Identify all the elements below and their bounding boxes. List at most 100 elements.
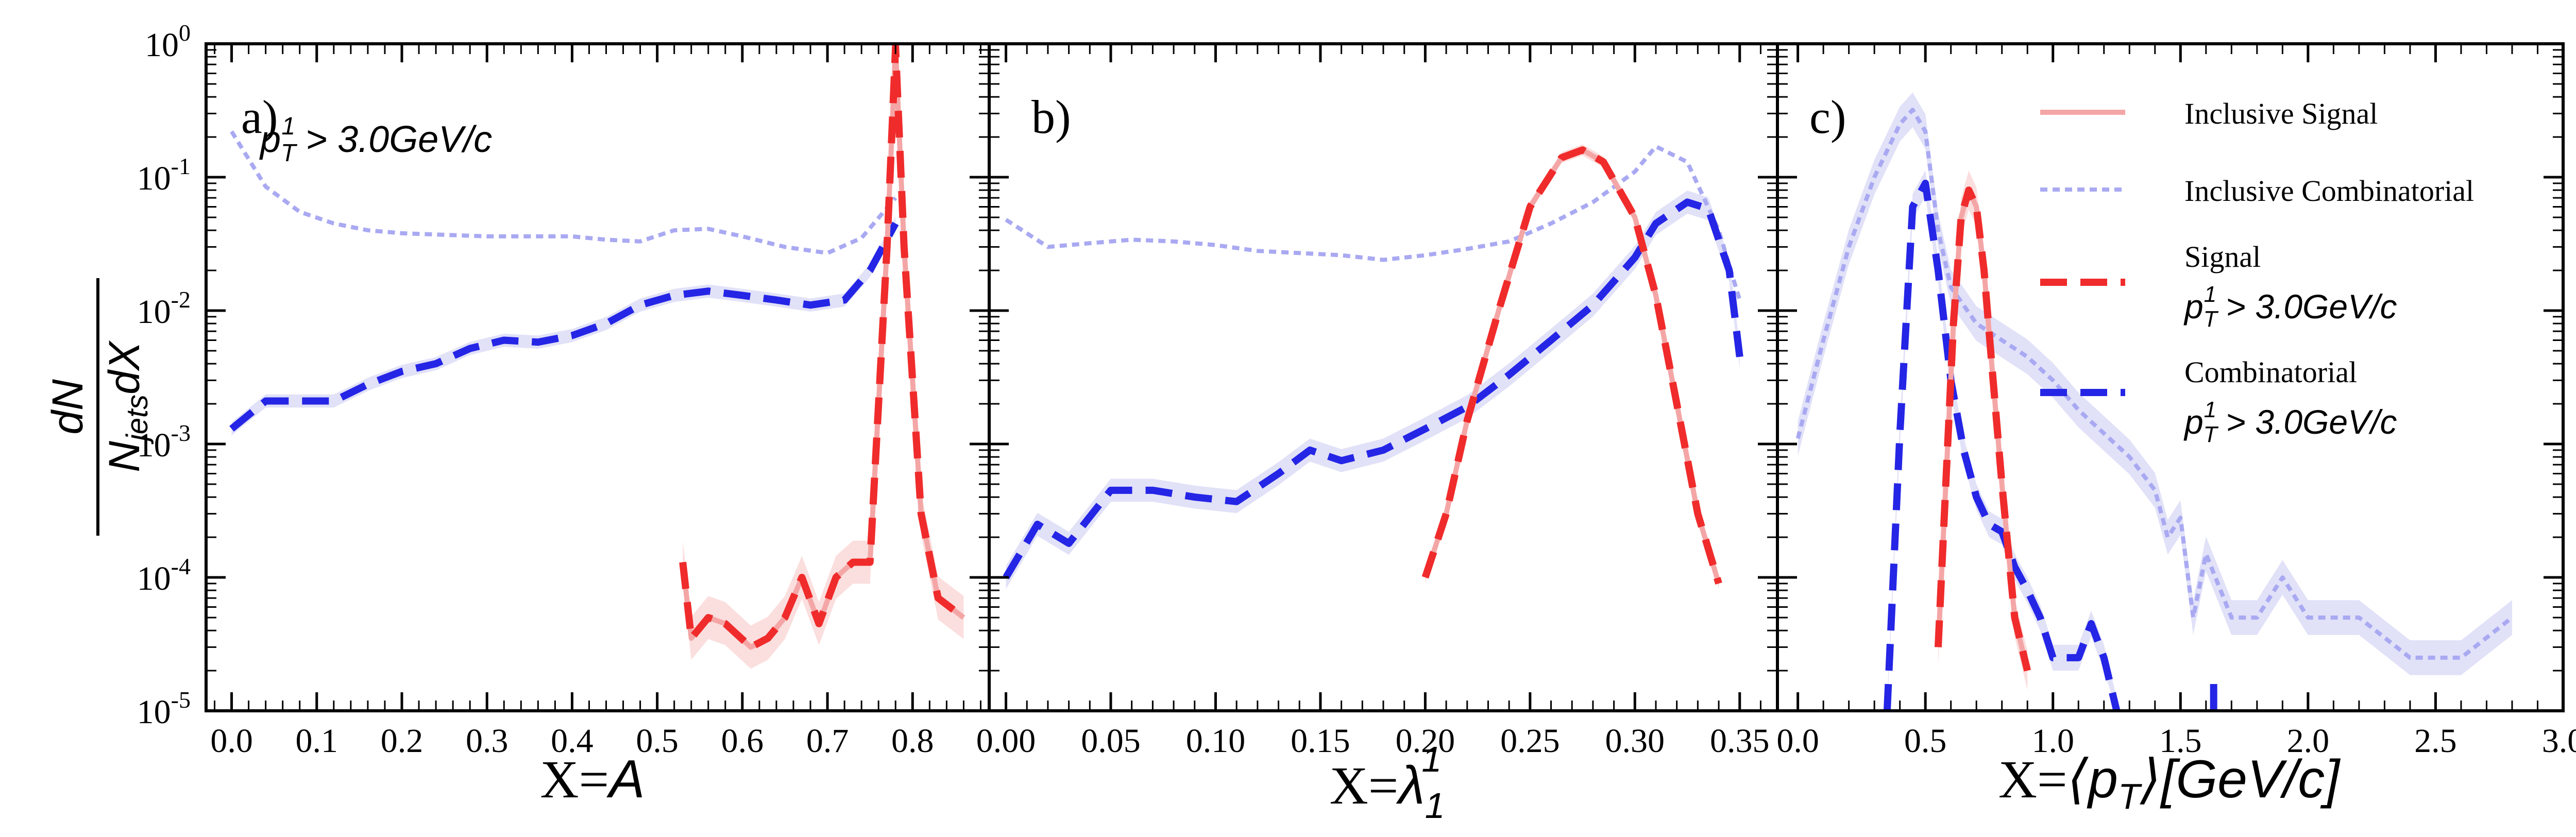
x-tick-label: 0.3 xyxy=(466,722,509,760)
panel-label-b: b) xyxy=(1031,91,1071,143)
x-tick-label: 0.25 xyxy=(1500,722,1560,760)
series-line-combinatorial xyxy=(229,221,899,432)
x-tick-label: 0.15 xyxy=(1291,722,1350,760)
legend-signal-cut-sup: 1 xyxy=(2204,282,2216,307)
band-combinatorial xyxy=(1887,170,2117,711)
series-line-combinatorial xyxy=(1883,179,2121,711)
legend-label-combinatorial-cut: pT1 > 3.0GeV/c xyxy=(2183,397,2397,447)
x-tick-label: 0.0 xyxy=(210,722,253,760)
plot-area xyxy=(1795,92,2514,711)
x-tick-label: 0.05 xyxy=(1081,722,1141,760)
panel-a: 0.0 0.1 0.2 0.3 0.4 0.5 0.6 0.7 0.810-510-410-31… xyxy=(137,20,991,760)
x-tick-label: 0.8 xyxy=(891,722,934,760)
series-line-inclusive_signal xyxy=(680,44,965,650)
x-label-c-sub: T xyxy=(2118,776,2142,816)
legend-signal-cut-p: p xyxy=(2183,287,2204,326)
x-tick-label: 0.1 xyxy=(296,722,338,760)
x-label-c: X=⟨pT⟩[GeV/c] xyxy=(1998,749,2341,816)
series-line-signal xyxy=(1421,146,1722,585)
y-label-denominator: NjetsdX xyxy=(100,340,154,472)
band-combinatorial xyxy=(1006,191,1740,589)
annotation-sup: 1 xyxy=(281,113,295,140)
x-label-c-var: ⟨p xyxy=(2067,749,2118,809)
x-label-a: X=A xyxy=(540,749,645,809)
series-line-combinatorial xyxy=(1003,198,1743,579)
y-label-numerator: dN xyxy=(43,379,92,435)
annotation-p: p xyxy=(259,119,281,160)
annotation-sub: T xyxy=(281,140,298,167)
series-line-inclusive_combinatorial xyxy=(1005,144,1742,301)
x-tick-label: 2.0 xyxy=(2287,722,2330,760)
x-tick-label: 1.0 xyxy=(2031,722,2074,760)
y-label-denominator-sub: jets xyxy=(121,395,154,445)
legend: Inclusive Signal Inclusive Combinatorial… xyxy=(2040,97,2474,447)
x-tick-label: 0.7 xyxy=(806,722,849,760)
x-label-b-var: λ xyxy=(1396,756,1425,815)
x-tick-label: 0.5 xyxy=(1904,722,1947,760)
x-tick-label: 3.0 xyxy=(2542,722,2576,760)
plot-area xyxy=(229,44,966,669)
y-tick-exp: -4 xyxy=(171,553,191,579)
series-line-inclusive_combinatorial xyxy=(1795,108,2514,660)
x-tick-label: 0.35 xyxy=(1710,722,1770,760)
legend-comb-cut-sub: T xyxy=(2204,422,2219,447)
x-tick-label: 0.30 xyxy=(1605,722,1665,760)
series-line-signal xyxy=(679,44,966,651)
panel-label-c: c) xyxy=(1809,91,1846,143)
y-tick-exp: -3 xyxy=(171,420,191,446)
x-label-c-rest: ⟩[GeV/c] xyxy=(2140,749,2341,809)
y-axis-label: dN NjetsdX xyxy=(43,278,154,536)
plot-area xyxy=(1003,144,1743,589)
x-tick-label: 0.4 xyxy=(551,722,594,760)
legend-label-signal: Signal xyxy=(2184,240,2261,274)
y-tick-base: 10 xyxy=(145,26,179,64)
x-label-b-sup: 1 xyxy=(1421,739,1442,779)
y-tick-label: 10-1 xyxy=(137,153,191,197)
legend-label-inclusive-combinatorial: Inclusive Combinatorial xyxy=(2184,174,2474,208)
axes-frame xyxy=(1776,42,2565,712)
panel-label-a: a) xyxy=(241,91,278,143)
x-tick-label: 0.20 xyxy=(1396,722,1455,760)
panel-c: 0.0 0.5 1.0 1.5 2.0 2.5 3.0 xyxy=(1776,42,2576,760)
annotation-rest: > 3.0GeV/c xyxy=(295,119,492,160)
panel-a-annotation: pT1 > 3.0GeV/c xyxy=(259,113,492,167)
band-inclusive_signal xyxy=(683,44,964,669)
y-tick-exp: -2 xyxy=(171,286,191,313)
legend-signal-cut-sub: T xyxy=(2204,306,2219,332)
y-tick-label: 10-4 xyxy=(137,553,191,597)
x-tick-label: 0.00 xyxy=(976,722,1036,760)
series-line-inclusive_signal xyxy=(1935,187,2030,672)
legend-label-combinatorial: Combinatorial xyxy=(2184,355,2357,389)
y-tick-exp: -5 xyxy=(171,687,191,713)
x-label-a-var: A xyxy=(606,749,645,809)
x-tick-label: 1.5 xyxy=(2159,722,2202,760)
y-tick-base: 10 xyxy=(137,693,171,731)
legend-comb-cut-p: p xyxy=(2183,403,2204,441)
legend-comb-cut-rest: > 3.0GeV/c xyxy=(2216,403,2397,441)
x-tick-label: 0.2 xyxy=(381,722,423,760)
x-tick-label: 0.6 xyxy=(721,722,764,760)
x-tick-label: 0.0 xyxy=(1776,722,1819,760)
legend-comb-cut-sup: 1 xyxy=(2204,397,2216,422)
y-tick-base: 10 xyxy=(137,560,171,597)
y-label-denominator-main: N xyxy=(100,441,148,472)
y-tick-label: 100 xyxy=(145,20,191,64)
legend-label-inclusive-signal: Inclusive Signal xyxy=(2184,97,2378,130)
legend-signal-cut-rest: > 3.0GeV/c xyxy=(2216,287,2397,326)
y-tick-label: 10-5 xyxy=(137,687,191,731)
y-tick-base: 10 xyxy=(137,426,171,464)
x-label-b-sub: 1 xyxy=(1425,785,1443,826)
y-tick-label: 10-2 xyxy=(137,286,191,331)
y-tick-exp: -1 xyxy=(171,153,191,179)
y-tick-base: 10 xyxy=(137,293,171,331)
y-tick-label: 10-3 xyxy=(137,420,191,464)
x-label-b-prefix: X= xyxy=(1330,756,1399,815)
x-tick-label: 0.5 xyxy=(636,722,679,760)
series-line-inclusive_combinatorial xyxy=(230,130,897,255)
legend-label-signal-cut: pT1 > 3.0GeV/c xyxy=(2183,282,2397,332)
panel-b: 0.00 0.05 0.10 0.15 0.20 0.25 0.30 0.35 xyxy=(976,42,1779,760)
x-tick-label: 0.10 xyxy=(1186,722,1246,760)
x-tick-label: 2.5 xyxy=(2414,722,2457,760)
y-label-denominator-tail: dX xyxy=(100,340,148,395)
